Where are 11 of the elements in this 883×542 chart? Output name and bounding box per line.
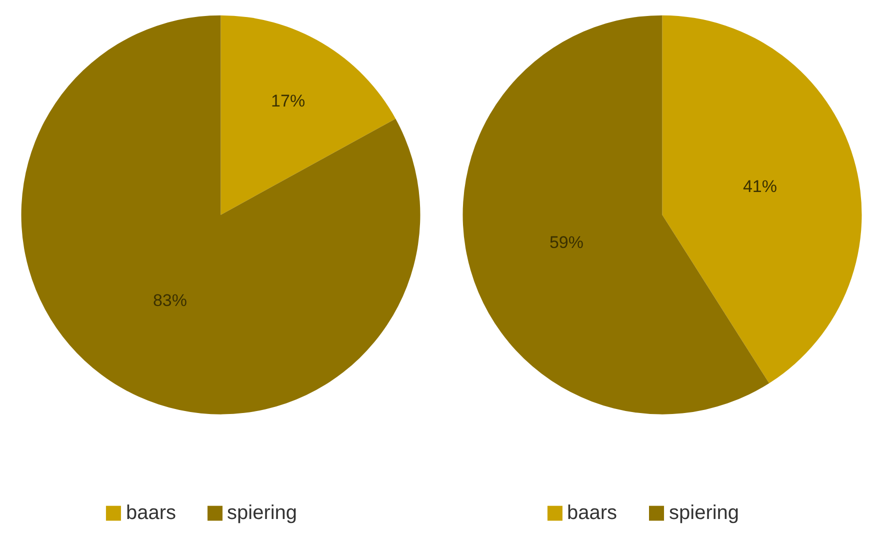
legend-label: baars <box>126 502 176 524</box>
legend-label: spiering <box>227 502 298 524</box>
legend-label: baars <box>567 502 618 524</box>
pie-slice <box>662 15 862 384</box>
data-label: 41% <box>742 176 777 196</box>
data-label: 83% <box>152 291 187 310</box>
pie-slice <box>220 15 396 215</box>
data-label: 59% <box>549 233 584 252</box>
data-label: 17% <box>271 92 306 111</box>
legend-label: spiering <box>669 502 740 524</box>
pie-slice <box>21 15 420 414</box>
